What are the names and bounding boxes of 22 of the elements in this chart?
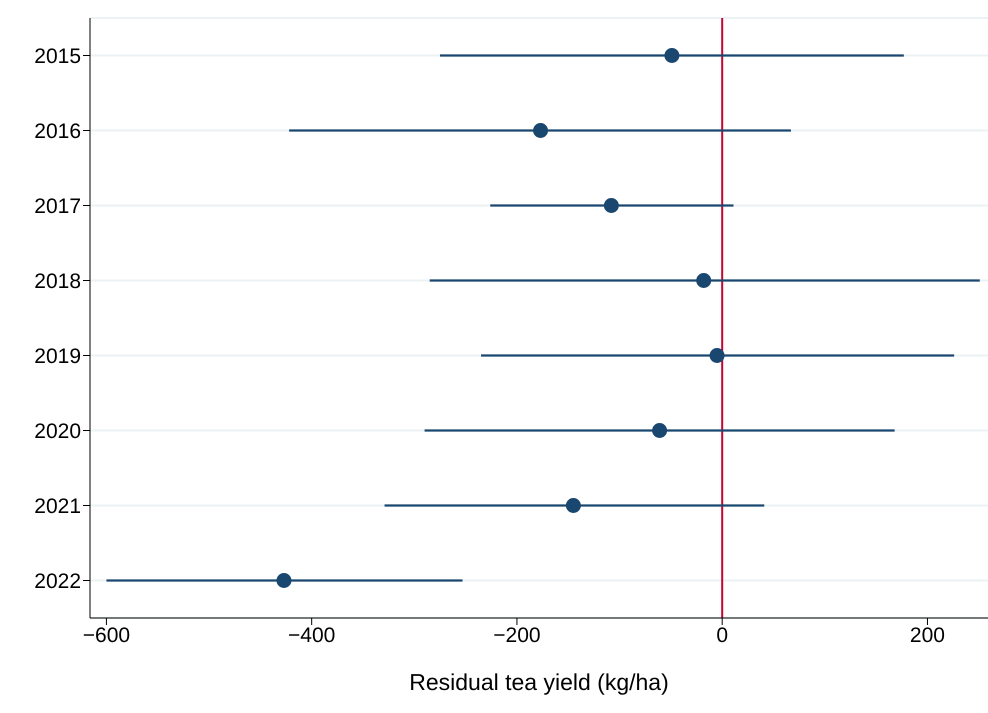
y-tick-label: 2016 xyxy=(34,120,81,143)
x-axis-title: Residual tea yield (kg/ha) xyxy=(409,669,669,695)
point xyxy=(652,423,668,438)
point xyxy=(276,573,292,588)
point xyxy=(566,498,581,513)
x-tick-label: −200 xyxy=(493,624,541,647)
y-tick-label: 2020 xyxy=(34,420,81,443)
x-tick-label: 200 xyxy=(910,624,945,647)
point xyxy=(710,348,725,363)
point xyxy=(696,273,712,288)
x-tick-label: 0 xyxy=(716,624,728,647)
y-tick-label: 2022 xyxy=(34,570,81,593)
y-tick-label: 2015 xyxy=(34,44,81,68)
x-tick-label: −400 xyxy=(288,624,336,647)
y-tick-label: 2019 xyxy=(34,344,81,368)
x-tick-label: −600 xyxy=(82,624,130,647)
point xyxy=(604,198,619,213)
point xyxy=(664,48,680,63)
y-tick-label: 2018 xyxy=(34,270,81,293)
y-tick-label: 2017 xyxy=(34,194,81,218)
y-tick-label: 2021 xyxy=(34,494,81,518)
point xyxy=(533,123,548,138)
